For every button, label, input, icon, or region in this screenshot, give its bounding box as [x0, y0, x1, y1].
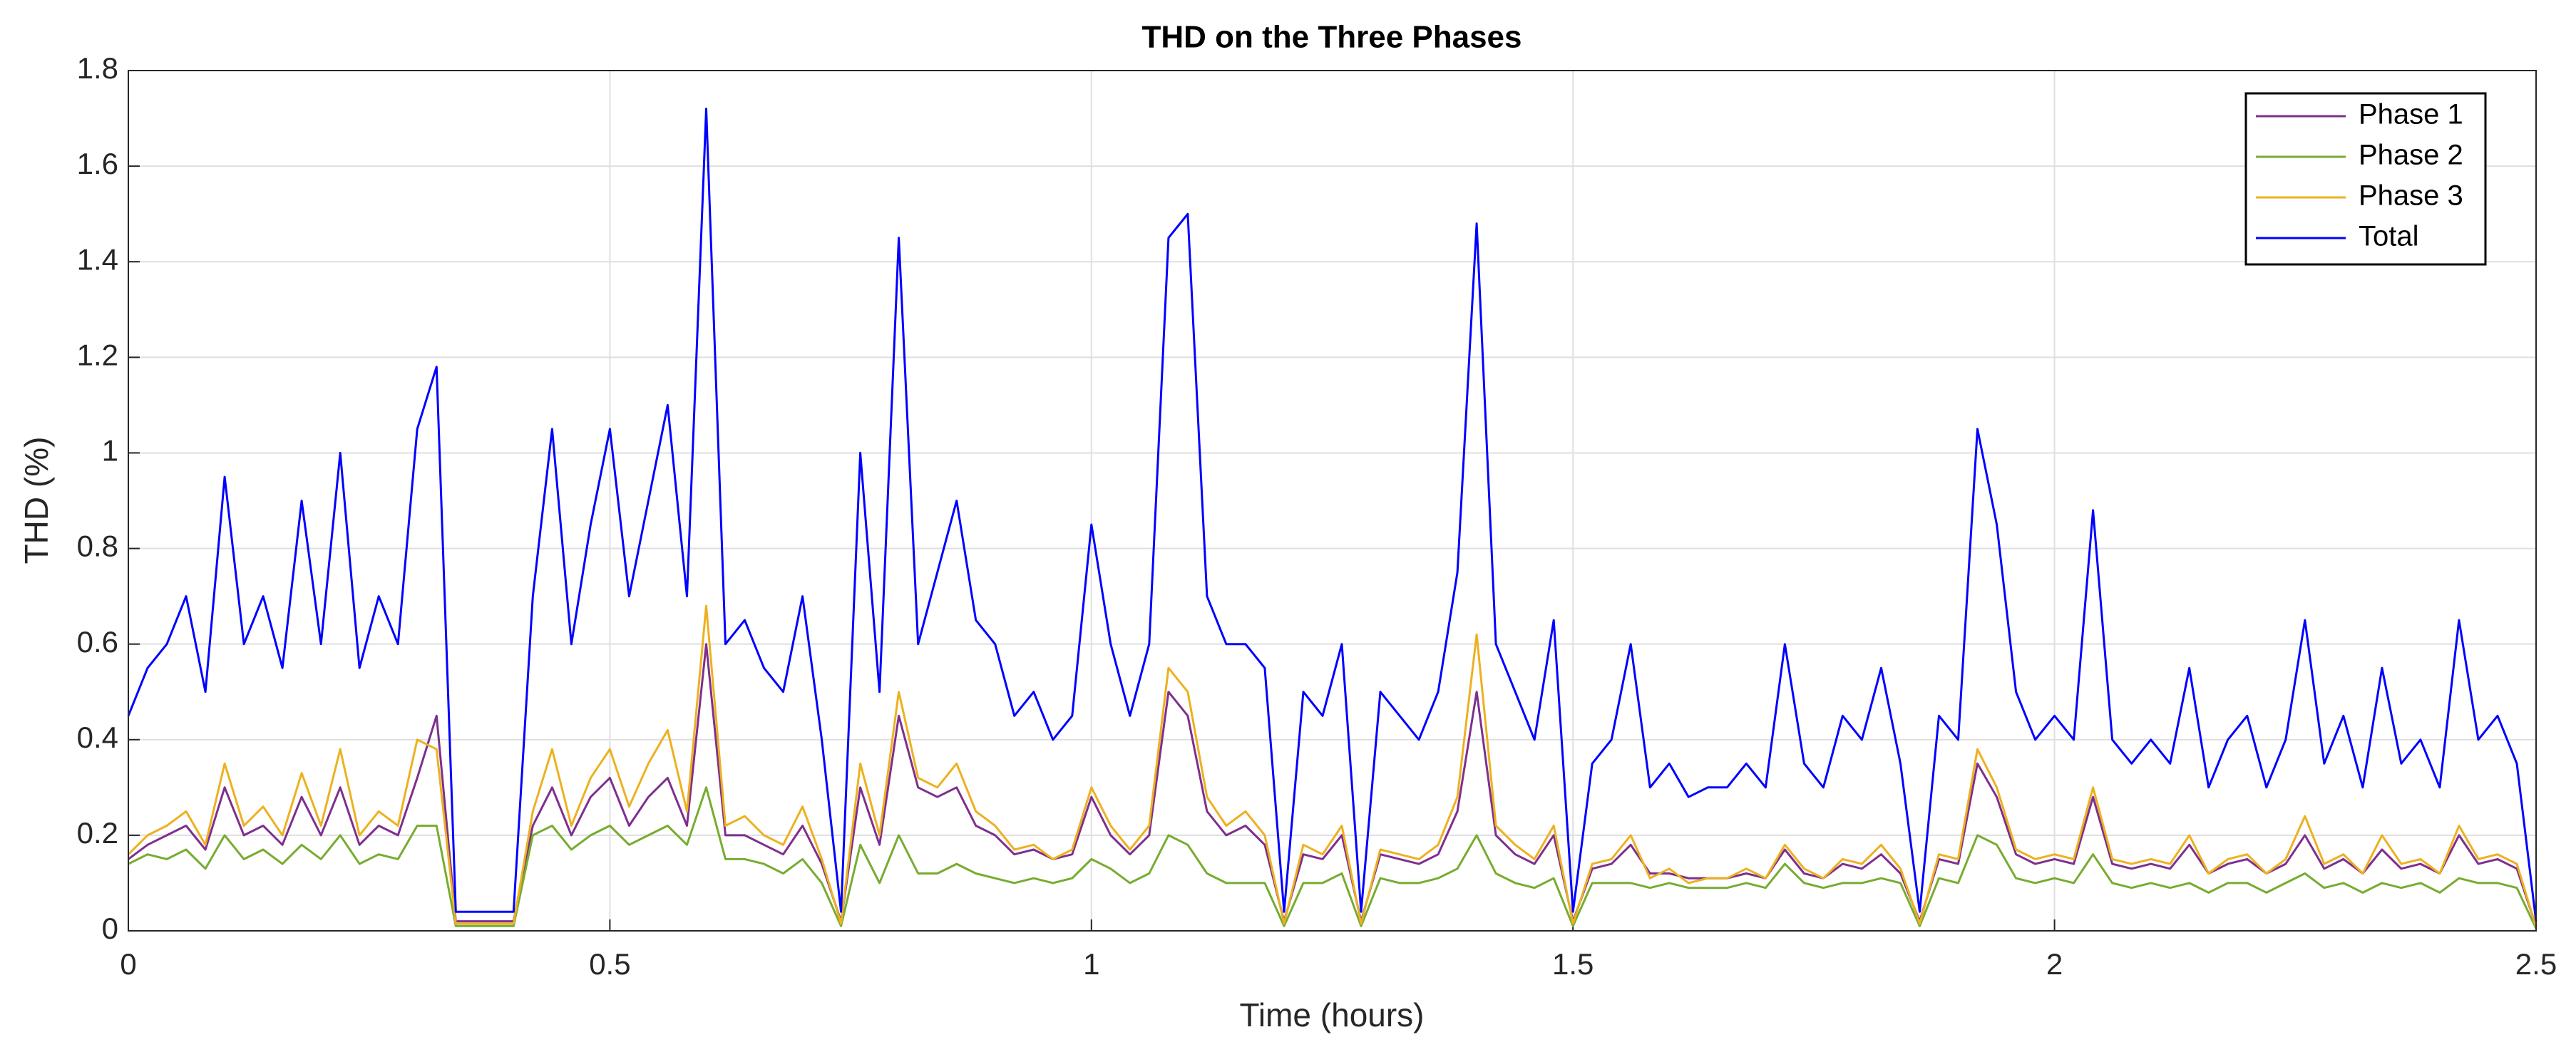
series-line	[127, 108, 2537, 922]
x-tick-label: 2.5	[2515, 947, 2557, 981]
y-axis-label: THD (%)	[18, 437, 55, 564]
y-tick-label: 1	[102, 434, 118, 468]
x-tick-label: 0.5	[589, 947, 630, 981]
x-tick-label: 1.5	[1552, 947, 1594, 981]
y-tick-label: 0.2	[77, 816, 118, 850]
y-tick-label: 1.4	[77, 242, 118, 276]
series-line	[127, 604, 2537, 928]
y-tick-label: 1.8	[77, 51, 118, 85]
legend-label: Phase 2	[2359, 140, 2463, 171]
legend-label: Total	[2359, 221, 2419, 252]
x-axis-label: Time (hours)	[1240, 996, 1425, 1033]
x-tick-label: 1	[1083, 947, 1099, 981]
x-tick-label: 0	[120, 947, 136, 981]
legend-box	[2244, 92, 2487, 266]
series-line	[128, 786, 2537, 929]
y-tick-label: 0.8	[77, 530, 118, 563]
series-line	[128, 643, 2537, 927]
y-tick-label: 0.6	[77, 625, 118, 659]
legend-label: Phase 1	[2359, 99, 2463, 130]
y-tick-label: 1.2	[77, 338, 118, 371]
y-tick-label: 0	[102, 912, 118, 945]
chart-title: THD on the Three Phases	[1141, 20, 1522, 55]
legend-label: Phase 3	[2359, 180, 2463, 212]
axes-box	[128, 70, 2537, 932]
y-tick-label: 0.4	[77, 721, 118, 754]
y-tick-label: 1.6	[77, 147, 118, 180]
x-tick-label: 2	[2046, 947, 2063, 981]
